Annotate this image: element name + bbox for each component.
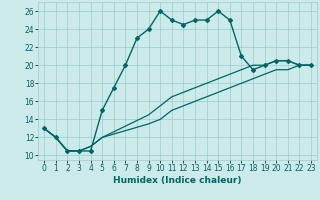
X-axis label: Humidex (Indice chaleur): Humidex (Indice chaleur) bbox=[113, 176, 242, 185]
